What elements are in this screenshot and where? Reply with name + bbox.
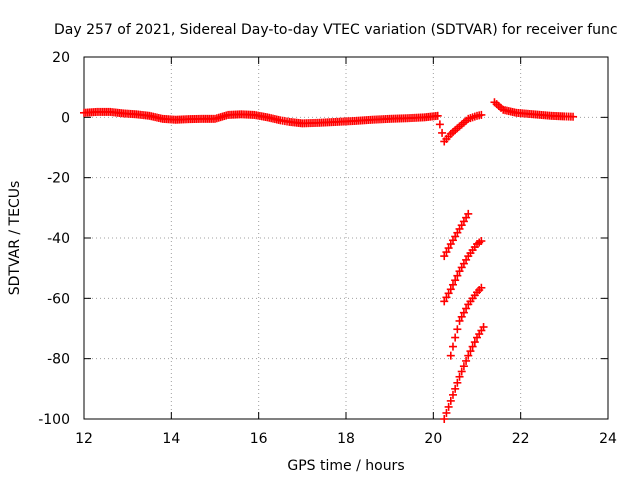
data-point-fill	[453, 325, 462, 334]
data-point-fill	[451, 276, 460, 285]
data-point	[451, 333, 460, 342]
data-point-fill	[459, 362, 468, 371]
data-point-fill	[448, 280, 457, 289]
data-point-fill	[442, 293, 451, 302]
y-tick-label: -100	[38, 412, 70, 428]
x-tick-label: 22	[512, 431, 530, 447]
data-point-fill	[448, 390, 457, 399]
x-tick-labels: 12 14 16 18 20 22 24	[75, 431, 617, 447]
x-axis-label: GPS time / hours	[287, 458, 404, 474]
data-point-fill	[459, 308, 468, 317]
x-tick-label: 18	[337, 431, 355, 447]
data-point	[440, 252, 449, 261]
y-tick-label: 20	[52, 50, 70, 66]
data-point-fill	[442, 248, 451, 257]
data-point	[477, 237, 486, 246]
chart-title: Day 257 of 2021, Sidereal Day-to-day VTE…	[54, 22, 618, 38]
y-axis-label: SDTVAR / TECUs	[7, 181, 23, 296]
data-point-fill	[457, 312, 466, 321]
data-point-fill	[462, 356, 471, 365]
data-point-fill	[435, 120, 444, 129]
data-point-fill	[448, 342, 457, 351]
data-point-fill	[462, 304, 471, 313]
data-point-fill	[457, 367, 466, 376]
data-point-fill	[453, 271, 462, 280]
data-point	[477, 110, 486, 119]
data-point-fill	[444, 402, 453, 411]
data-point-fill	[444, 244, 453, 253]
y-tick-label: -60	[47, 291, 70, 307]
data-point	[464, 351, 473, 360]
data-point	[569, 112, 578, 121]
x-tick-label: 20	[424, 431, 442, 447]
data-point	[464, 209, 473, 218]
data-point-fill	[468, 342, 477, 351]
y-tick-label: -80	[47, 352, 70, 368]
data-point-fill	[451, 384, 460, 393]
data-points	[80, 98, 578, 423]
x-tick-label: 14	[162, 431, 180, 447]
data-point	[455, 372, 464, 381]
y-tick-label: -40	[47, 231, 70, 247]
data-point-fill	[453, 378, 462, 387]
data-point	[440, 297, 449, 306]
data-point	[446, 285, 455, 294]
x-tick-label: 24	[599, 431, 617, 447]
data-point	[433, 111, 442, 120]
data-point-fill	[444, 289, 453, 298]
data-point-fill	[438, 128, 447, 137]
y-tick-labels: 20 0 -20 -40 -60 -80 -100	[38, 50, 70, 428]
data-point	[446, 351, 455, 360]
data-point	[479, 322, 488, 331]
data-point	[446, 396, 455, 405]
data-point-fill	[470, 338, 479, 347]
y-tick-label: -20	[47, 171, 70, 187]
x-tick-label: 12	[75, 431, 93, 447]
data-point	[455, 316, 464, 325]
data-point	[440, 415, 449, 423]
y-tick-label: 0	[61, 110, 70, 126]
x-tick-label: 16	[250, 431, 268, 447]
axis-ticks	[83, 56, 609, 420]
data-point-fill	[442, 408, 451, 417]
data-point	[477, 283, 486, 292]
data-point-fill	[466, 347, 475, 356]
